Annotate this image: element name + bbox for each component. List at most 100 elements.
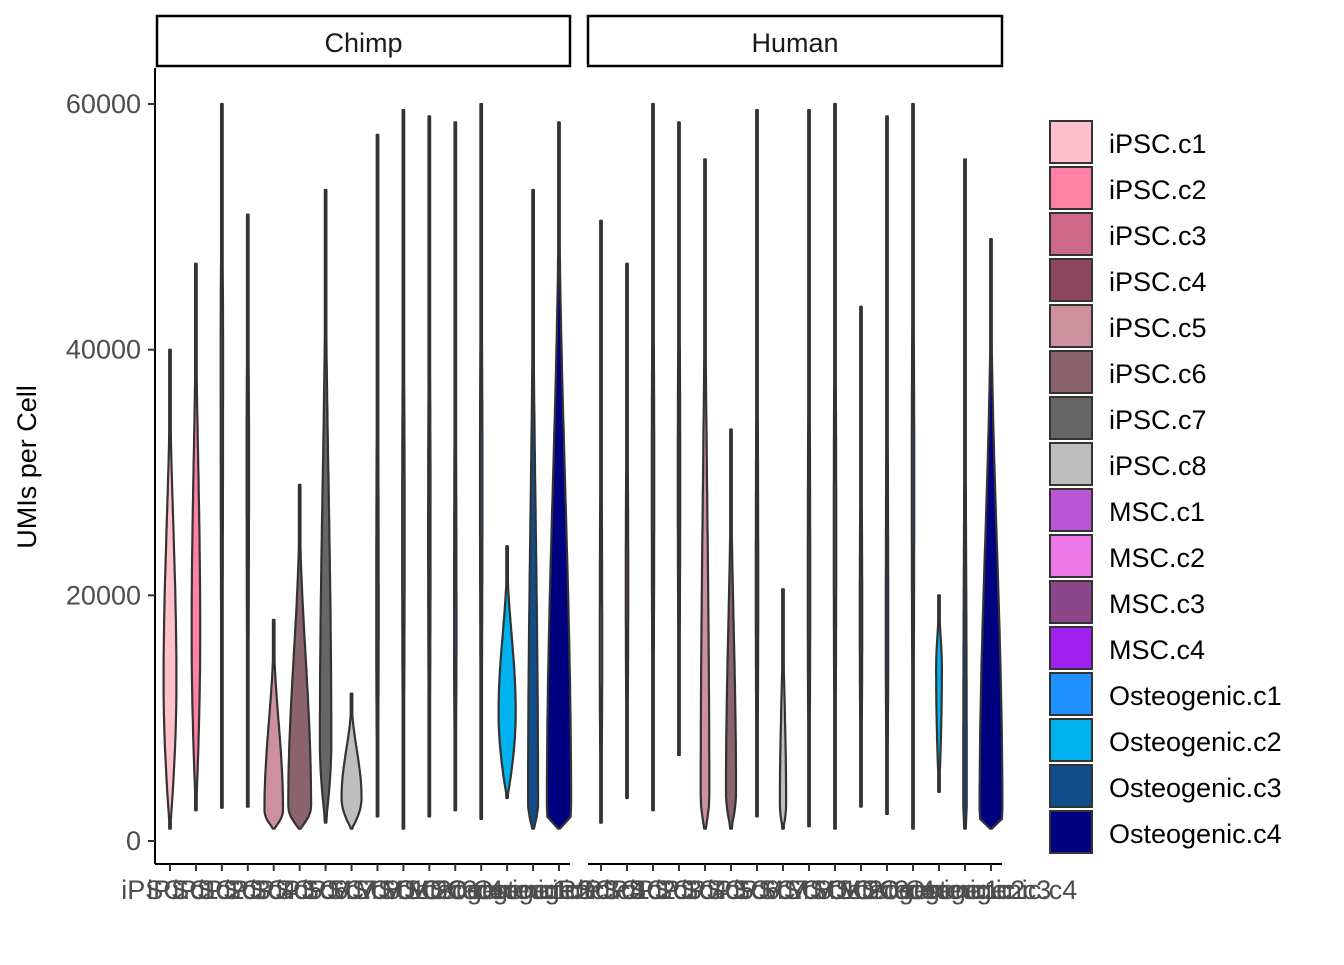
legend-key: [1049, 488, 1093, 532]
x-tick-label: Osteogenic.c4: [905, 875, 1078, 905]
violin-human-iPSC.c1: [598, 219, 604, 824]
x-tick-label: MSC.c3: [813, 875, 909, 905]
x-tick-label: Osteogenic.c1: [395, 875, 568, 905]
violin-chimp-iPSC.c6: [287, 483, 313, 830]
legend-key: [1049, 350, 1093, 394]
x-tick-label: MSC.c2: [787, 875, 883, 905]
x-tick-label: iPSC.c1: [552, 875, 650, 905]
legend-key: [1049, 580, 1093, 624]
x-tick-label: MSC.c3: [381, 875, 477, 905]
legend-key: [1049, 212, 1093, 256]
x-tick-label: iPSC.c6: [251, 875, 349, 905]
violin-chimp-MSC.c2: [401, 109, 406, 830]
y-tick-label: 0: [126, 826, 141, 856]
y-tick-label: 60000: [66, 89, 141, 119]
legend-label: iPSC.c5: [1109, 313, 1207, 343]
panel-human: Human iPSC.c1iPSC.c2iPSC.c3iPSC.c4iPSC.c5…: [552, 14, 1078, 905]
violin-chimp-iPSC.c2: [190, 262, 202, 812]
legend-key: [1049, 120, 1093, 164]
x-tick-label: Osteogenic.c3: [447, 875, 620, 905]
x-tick-label: iPSC.c4: [199, 875, 297, 905]
violin-chimp-MSC.c1: [375, 133, 380, 818]
legend-label: iPSC.c4: [1109, 267, 1207, 297]
x-tick-label: iPSC.c8: [734, 875, 832, 905]
legend-label: MSC.c3: [1109, 589, 1205, 619]
x-tick-label: Osteogenic.c4: [473, 875, 646, 905]
x-tick-label: MSC.c4: [407, 875, 503, 905]
x-tick-label: iPSC.c6: [682, 875, 780, 905]
legend-label: MSC.c4: [1109, 635, 1205, 665]
violin-human-MSC.c3: [858, 305, 864, 808]
violin-chimp-iPSC.c4: [245, 213, 251, 808]
violin-human-MSC.c4: [884, 115, 890, 816]
x-tick-label: Osteogenic.c3: [879, 875, 1052, 905]
legend-label: iPSC.c8: [1109, 451, 1207, 481]
legend-label: Osteogenic.c3: [1109, 773, 1282, 803]
x-tick-label: MSC.c4: [839, 875, 935, 905]
x-tick-label: iPSC.c5: [225, 875, 323, 905]
y-axis-label: UMIs per Cell: [12, 385, 42, 549]
y-axis: 0 20000 40000 60000: [66, 68, 156, 864]
facet-strip-label: Chimp: [324, 28, 402, 58]
panel-chimp: Chimp iPSC.c1iPSC.c2iPSC.c3iPSC.c4iPSC.c5…: [121, 14, 646, 905]
y-tick-label: 40000: [66, 335, 141, 365]
x-tick-label: iPSC.c1: [121, 875, 219, 905]
violin-human-iPSC.c3: [650, 102, 656, 812]
legend-key: [1049, 304, 1093, 348]
legend-key: [1049, 718, 1093, 762]
legend-label: MSC.c1: [1109, 497, 1205, 527]
legend-key: [1049, 672, 1093, 716]
facet-strip-label: Human: [751, 28, 838, 58]
violin-human-MSC.c1: [806, 109, 812, 828]
violin-human-iPSC.c2: [624, 262, 630, 800]
violin-chimp-iPSC.c3: [219, 102, 225, 809]
legend-key: [1049, 764, 1093, 808]
legend-label: iPSC.c1: [1109, 129, 1207, 159]
violin-chimp-Osteogenic.c4: [545, 121, 573, 830]
legend-key: [1049, 534, 1093, 578]
violin-human-iPSC.c4: [676, 121, 682, 757]
violin-human-Osteogenic.c1: [910, 102, 916, 830]
violin-human-Osteogenic.c2: [935, 594, 943, 793]
legend-key: [1049, 396, 1093, 440]
legend: iPSC.c1 iPSC.c2 iPSC.c3 iPSC.c4 iPSC.c5 iPSC.…: [1049, 120, 1282, 854]
violin-human-iPSC.c8: [778, 588, 788, 830]
violin-chimp-iPSC.c1: [162, 348, 178, 830]
legend-key: [1049, 442, 1093, 486]
x-tick-label: iPSC.c8: [303, 875, 401, 905]
x-tick-label: Osteogenic.c1: [827, 875, 1000, 905]
facet-strip: [586, 14, 1004, 68]
legend-label: iPSC.c2: [1109, 175, 1207, 205]
x-tick-label: Osteogenic.c2: [421, 875, 594, 905]
x-tick-label: MSC.c2: [355, 875, 451, 905]
x-tick-label: iPSC.c3: [173, 875, 271, 905]
x-tick-label: iPSC.c4: [630, 875, 728, 905]
violin-chimp-MSC.c3: [427, 115, 432, 818]
violin-chimp-Osteogenic.c3: [527, 188, 540, 830]
legend-key: [1049, 626, 1093, 670]
legend-label: Osteogenic.c1: [1109, 681, 1282, 711]
violin-human-MSC.c2: [832, 102, 838, 830]
y-tick-label: 20000: [66, 580, 141, 610]
violin-chimp-iPSC.c5: [263, 618, 285, 830]
x-tick-label: iPSC.c2: [147, 875, 245, 905]
violin-chimp-iPSC.c8: [340, 692, 363, 830]
legend-label: MSC.c2: [1109, 543, 1205, 573]
legend-key: [1049, 258, 1093, 302]
legend-key: [1049, 166, 1093, 210]
legend-label: iPSC.c3: [1109, 221, 1207, 251]
x-tick-label: Osteogenic.c2: [853, 875, 1026, 905]
violin-human-Osteogenic.c3: [962, 158, 968, 830]
legend-label: Osteogenic.c4: [1109, 819, 1282, 849]
facet-strip: [155, 14, 572, 68]
legend-label: Osteogenic.c2: [1109, 727, 1282, 757]
x-tick-label: iPSC.c2: [578, 875, 676, 905]
violin-chimp-Osteogenic.c2: [497, 545, 517, 800]
violin-chimp-MSC.c4: [453, 121, 458, 812]
violin-human-Osteogenic.c4: [978, 238, 1004, 830]
violin-chimp-Osteogenic.c1: [478, 102, 484, 820]
x-tick-label: iPSC.c5: [656, 875, 754, 905]
x-tick-label: iPSC.c7: [708, 875, 806, 905]
